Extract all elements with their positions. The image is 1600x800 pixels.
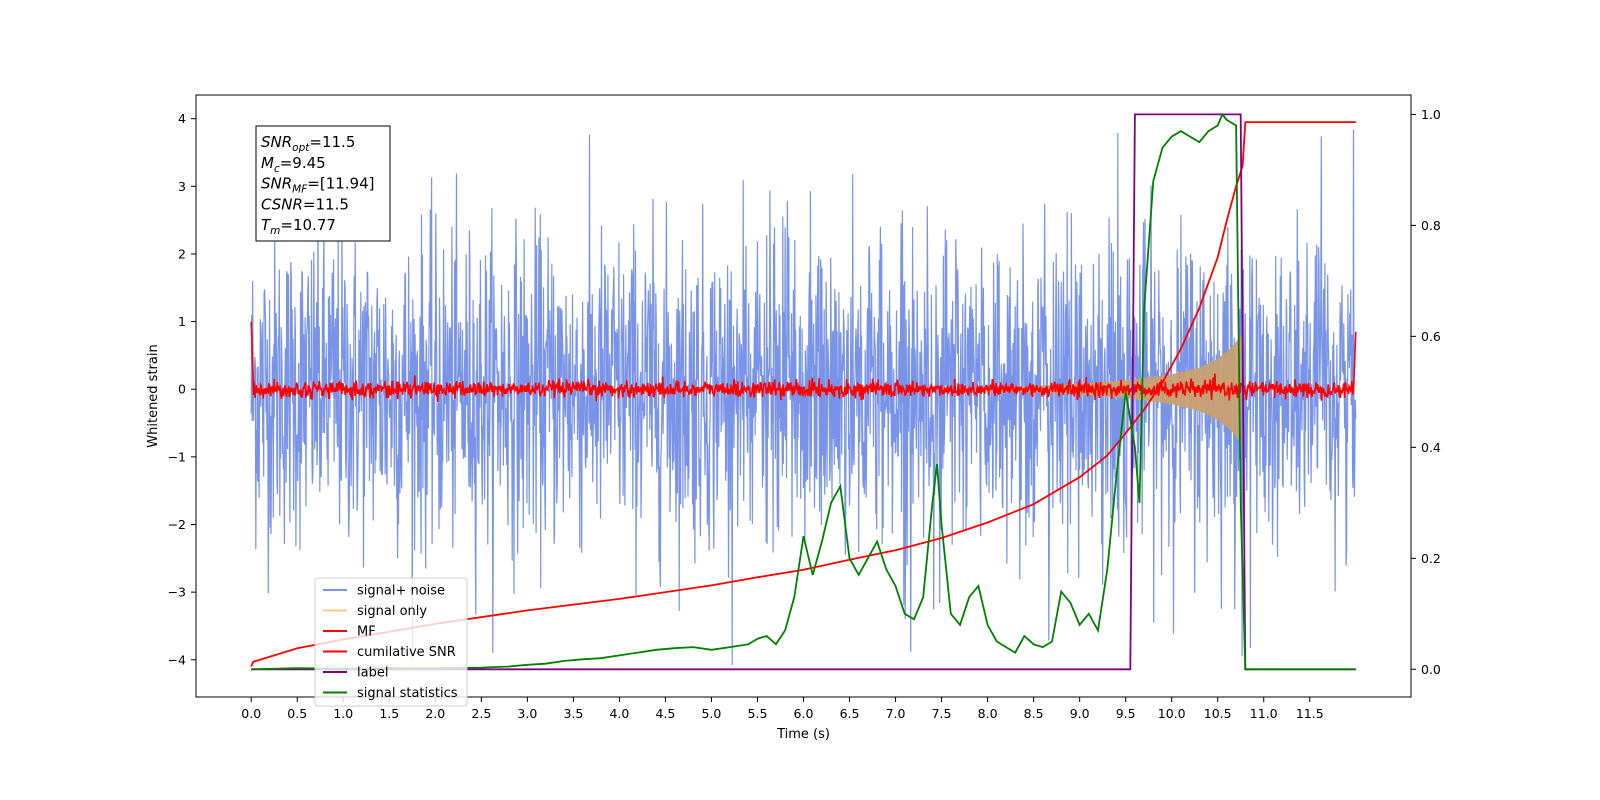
legend: signal+ noise signal only MF cumilative SNR…: [314, 577, 468, 707]
x-tick-label: 10.0: [1158, 706, 1186, 721]
x-tick-label: 7.0: [886, 706, 906, 721]
y-tick-label: −2: [168, 517, 186, 532]
y-right-tick-label: 0.0: [1421, 662, 1441, 677]
annotation-line: Mc=9.45: [261, 154, 326, 175]
annotation-frame: [255, 125, 391, 242]
x-tick-label: 9.0: [1070, 706, 1090, 721]
x-tick-label: 7.5: [932, 706, 952, 721]
y-axis-title: Whitened strain: [146, 344, 161, 447]
y-tick-label: 3: [178, 179, 186, 194]
x-tick-label: 4.5: [655, 706, 675, 721]
signal-statistics-series: [251, 112, 1356, 671]
cumulative-snr-series: [250, 121, 1356, 667]
y-right-tick-label: 1.0: [1421, 107, 1441, 122]
x-axis-title: Time (s): [776, 727, 830, 742]
x-tick-label: 11.0: [1250, 706, 1278, 721]
x-tick-label: 3.5: [563, 706, 583, 721]
annotation-line: CSNR=11.5: [261, 195, 349, 213]
signal-statistics-line: [251, 112, 1356, 671]
y-tick-label: 1: [178, 314, 186, 329]
y-tick-label: 4: [178, 111, 186, 126]
x-tick-label: 5.0: [702, 706, 722, 721]
y-tick-label: −1: [168, 449, 186, 464]
y-tick-label: 0: [178, 382, 186, 397]
x-tick-label: 8.0: [978, 706, 998, 721]
mf-line: [250, 321, 1357, 403]
legend-label: MF: [357, 625, 376, 640]
y-axis-right: 0.0 0.2 0.4 0.6 0.8 1.0: [1411, 107, 1441, 677]
x-tick-label: 9.5: [1116, 706, 1136, 721]
x-tick-label: 1.0: [333, 706, 353, 721]
y-right-tick-label: 0.8: [1421, 218, 1441, 233]
y-tick-label: −3: [168, 585, 186, 600]
legend-label: signal+ noise: [357, 584, 445, 599]
y-right-tick-label: 0.2: [1421, 551, 1441, 566]
legend-label: signal only: [357, 604, 427, 619]
plot-area: [250, 112, 1357, 671]
x-tick-label: 1.5: [379, 706, 399, 721]
x-tick-label: 2.0: [425, 706, 445, 721]
y-tick-label: 2: [178, 246, 186, 261]
cumulative-snr-line: [250, 121, 1356, 667]
x-tick-label: 6.5: [840, 706, 860, 721]
annotation-line: SNRopt=11.5: [261, 133, 355, 154]
x-tick-label: 5.5: [748, 706, 768, 721]
x-tick-label: 3.0: [517, 706, 537, 721]
annotation-line: SNRMF=[11.94]: [261, 175, 375, 196]
x-tick-label: 4.0: [609, 706, 629, 721]
x-tick-label: 2.5: [471, 706, 491, 721]
annotation-box: SNRopt=11.5Mc=9.45SNRMF=[11.94]CSNR=11.5…: [255, 125, 391, 242]
x-axis: 0.0 0.5 1.0 1.5 2.0 2.5 3.0 3.5 4.0 4.5 5.0 5.5 6.0 6…: [241, 697, 1324, 721]
legend-frame: [314, 577, 468, 707]
x-tick-label: 10.5: [1204, 706, 1232, 721]
legend-label: label: [357, 666, 388, 681]
y-tick-label: −4: [168, 652, 186, 667]
legend-label: signal statistics: [357, 686, 458, 701]
x-tick-label: 6.0: [794, 706, 814, 721]
mf-series: [250, 321, 1357, 403]
y-right-tick-label: 0.4: [1421, 440, 1441, 455]
annotation-line: Tm=10.77: [261, 216, 336, 237]
y-axis-left: −4 −3 −2 −1 0 1 2 3 4: [168, 111, 196, 667]
x-tick-label: 0.0: [241, 706, 261, 721]
x-tick-label: 0.5: [287, 706, 307, 721]
legend-label: cumilative SNR: [357, 645, 456, 660]
y-right-tick-label: 0.6: [1421, 329, 1441, 344]
x-tick-label: 11.5: [1296, 706, 1324, 721]
x-tick-label: 8.5: [1024, 706, 1044, 721]
